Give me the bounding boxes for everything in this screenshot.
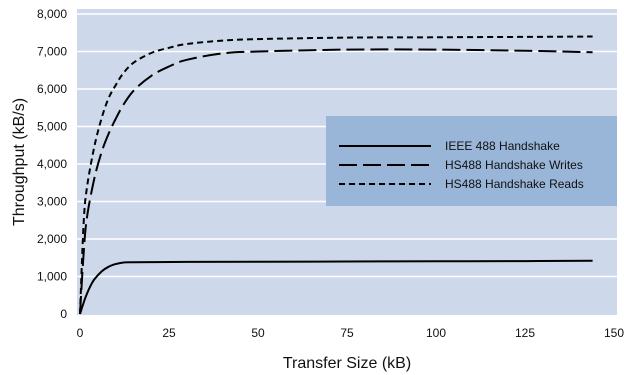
legend-label: HS488 Handshake Writes <box>445 158 583 172</box>
y-tick-label: 6,000 <box>37 82 67 96</box>
x-tick-label: 25 <box>162 326 176 340</box>
y-axis-title: Throughput (kB/s) <box>11 98 28 226</box>
legend-label: HS488 Handshake Reads <box>445 177 584 191</box>
y-tick-label: 4,000 <box>37 157 67 171</box>
x-tick-label: 75 <box>340 326 354 340</box>
y-tick-label: 0 <box>60 307 67 321</box>
y-tick-label: 8,000 <box>37 7 67 21</box>
x-tick-label: 150 <box>604 326 624 340</box>
series-line-2 <box>79 48 593 315</box>
series-lines <box>79 35 593 315</box>
y-axis-ticks: 0 1,000 2,000 3,000 4,000 5,000 6,000 7,000 8,00… <box>37 7 67 321</box>
x-axis-title: Transfer Size (kB) <box>283 355 411 372</box>
y-tick-label: 2,000 <box>37 232 67 246</box>
series-line-3 <box>79 35 593 315</box>
x-tick-label: 0 <box>77 326 84 340</box>
series-line-1 <box>79 259 593 315</box>
x-tick-label: 125 <box>515 326 535 340</box>
y-tick-label: 7,000 <box>37 45 67 59</box>
y-tick-label: 1,000 <box>37 270 67 284</box>
x-axis-ticks: 0 25 50 75 100 125 150 <box>77 326 624 340</box>
y-tick-label: 5,000 <box>37 120 67 134</box>
x-tick-label: 100 <box>426 326 446 340</box>
legend-box <box>326 116 617 206</box>
legend-label: IEEE 488 Handshake <box>445 139 560 153</box>
x-tick-label: 50 <box>251 326 265 340</box>
y-tick-label: 3,000 <box>37 195 67 209</box>
legend: IEEE 488 Handshake HS488 Handshake Writes… <box>326 116 617 206</box>
